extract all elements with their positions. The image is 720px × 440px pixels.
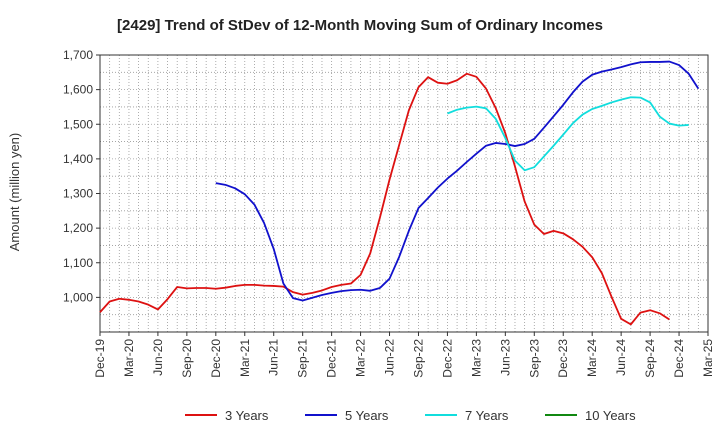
y-tick-label: 1,400 <box>63 152 93 166</box>
series-lines <box>99 60 700 326</box>
series-line-3-years <box>99 72 670 326</box>
x-tick-label: Jun-21 <box>267 339 281 376</box>
y-tick-label: 1,500 <box>63 117 93 131</box>
y-tick-label: 1,000 <box>63 290 93 304</box>
x-tick-label: Dec-22 <box>440 339 454 378</box>
chart-title: [2429] Trend of StDev of 12-Month Moving… <box>117 17 603 34</box>
plot-area <box>99 54 709 333</box>
y-tick-label: 1,700 <box>63 48 93 62</box>
x-tick-label: Jun-24 <box>614 339 628 376</box>
y-tick-label: 1,300 <box>63 187 93 201</box>
legend-label: 7 Years <box>465 408 509 423</box>
x-tick-label: Mar-20 <box>122 339 136 377</box>
x-tick-label: Mar-22 <box>354 339 368 377</box>
x-tick-label: Dec-23 <box>556 339 570 378</box>
x-tick-label: Jun-23 <box>498 339 512 376</box>
x-tick-label: Mar-21 <box>238 339 252 377</box>
legend: 3 Years 5 Years 7 Years 10 Years <box>185 408 636 423</box>
y-tick-label: 1,600 <box>63 83 93 97</box>
x-tick-label: Jun-22 <box>383 339 397 376</box>
x-tick-label: Sep-23 <box>527 339 541 378</box>
series-line-7-years <box>447 96 689 172</box>
x-tick-label: Sep-22 <box>411 339 425 378</box>
legend-label: 3 Years <box>225 408 269 423</box>
x-axis-ticks: Dec-19 Mar-20 Jun-20 Sep-20 Dec-20 Mar-21 Jun-… <box>93 332 715 378</box>
y-axis-label: Amount (million yen) <box>7 133 22 252</box>
x-tick-label: Sep-20 <box>180 339 194 378</box>
legend-label: 5 Years <box>345 408 389 423</box>
x-tick-label: Mar-23 <box>469 339 483 377</box>
x-tick-label: Jun-20 <box>151 339 165 376</box>
y-axis-ticks: 1,000 1,100 1,200 1,300 1,400 1,500 1,600 1,700 <box>63 48 100 304</box>
x-tick-label: Mar-25 <box>701 339 715 377</box>
x-tick-label: Dec-19 <box>93 339 107 378</box>
x-tick-label: Sep-21 <box>296 339 310 378</box>
x-tick-label: Dec-24 <box>672 339 686 378</box>
x-tick-label: Mar-24 <box>585 339 599 377</box>
x-tick-label: Dec-20 <box>209 339 223 378</box>
x-tick-label: Sep-24 <box>643 339 657 378</box>
series-line-5-years <box>215 60 700 302</box>
x-tick-label: Dec-21 <box>325 339 339 378</box>
y-tick-label: 1,100 <box>63 256 93 270</box>
legend-label: 10 Years <box>585 408 636 423</box>
y-tick-label: 1,200 <box>63 221 93 235</box>
